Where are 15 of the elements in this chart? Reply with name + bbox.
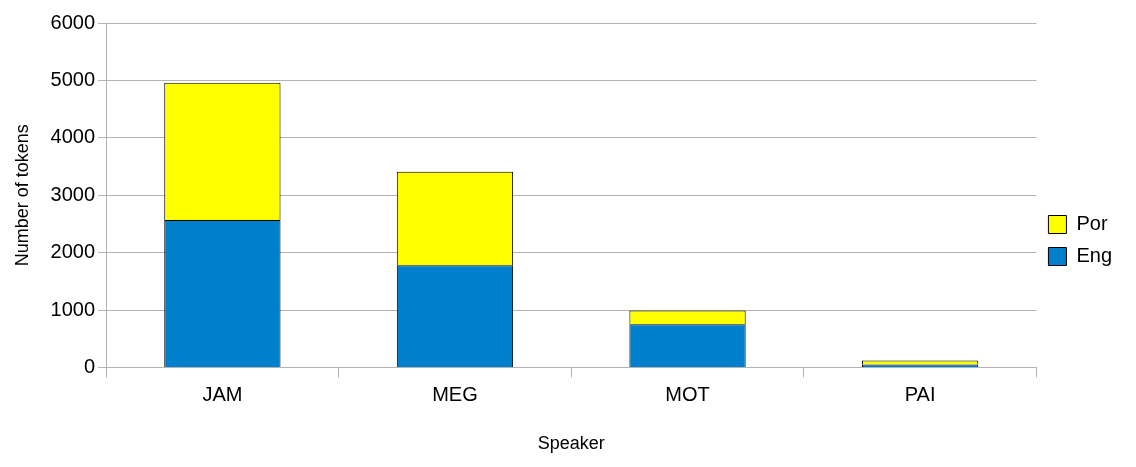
y-tick-label: 1000 <box>50 297 96 320</box>
y-axis-title: Number of tokens <box>11 124 32 267</box>
x-axis-title: Speaker <box>537 433 605 454</box>
y-tick-label: 4000 <box>50 125 96 148</box>
y-tick-label: 5000 <box>50 67 96 90</box>
y-tick-label: 2000 <box>50 240 96 263</box>
y-tick-label: 0 <box>83 354 96 377</box>
x-tick-label: MOT <box>665 382 710 405</box>
legend-label: Eng <box>1076 244 1113 267</box>
x-tick-label: PAI <box>904 382 936 405</box>
y-tick-label: 6000 <box>50 10 96 33</box>
legend-label: Por <box>1076 212 1108 235</box>
x-tick-label: JAM <box>202 382 243 405</box>
y-tick-label: 3000 <box>50 182 96 205</box>
x-tick-label: MEG <box>432 382 478 405</box>
